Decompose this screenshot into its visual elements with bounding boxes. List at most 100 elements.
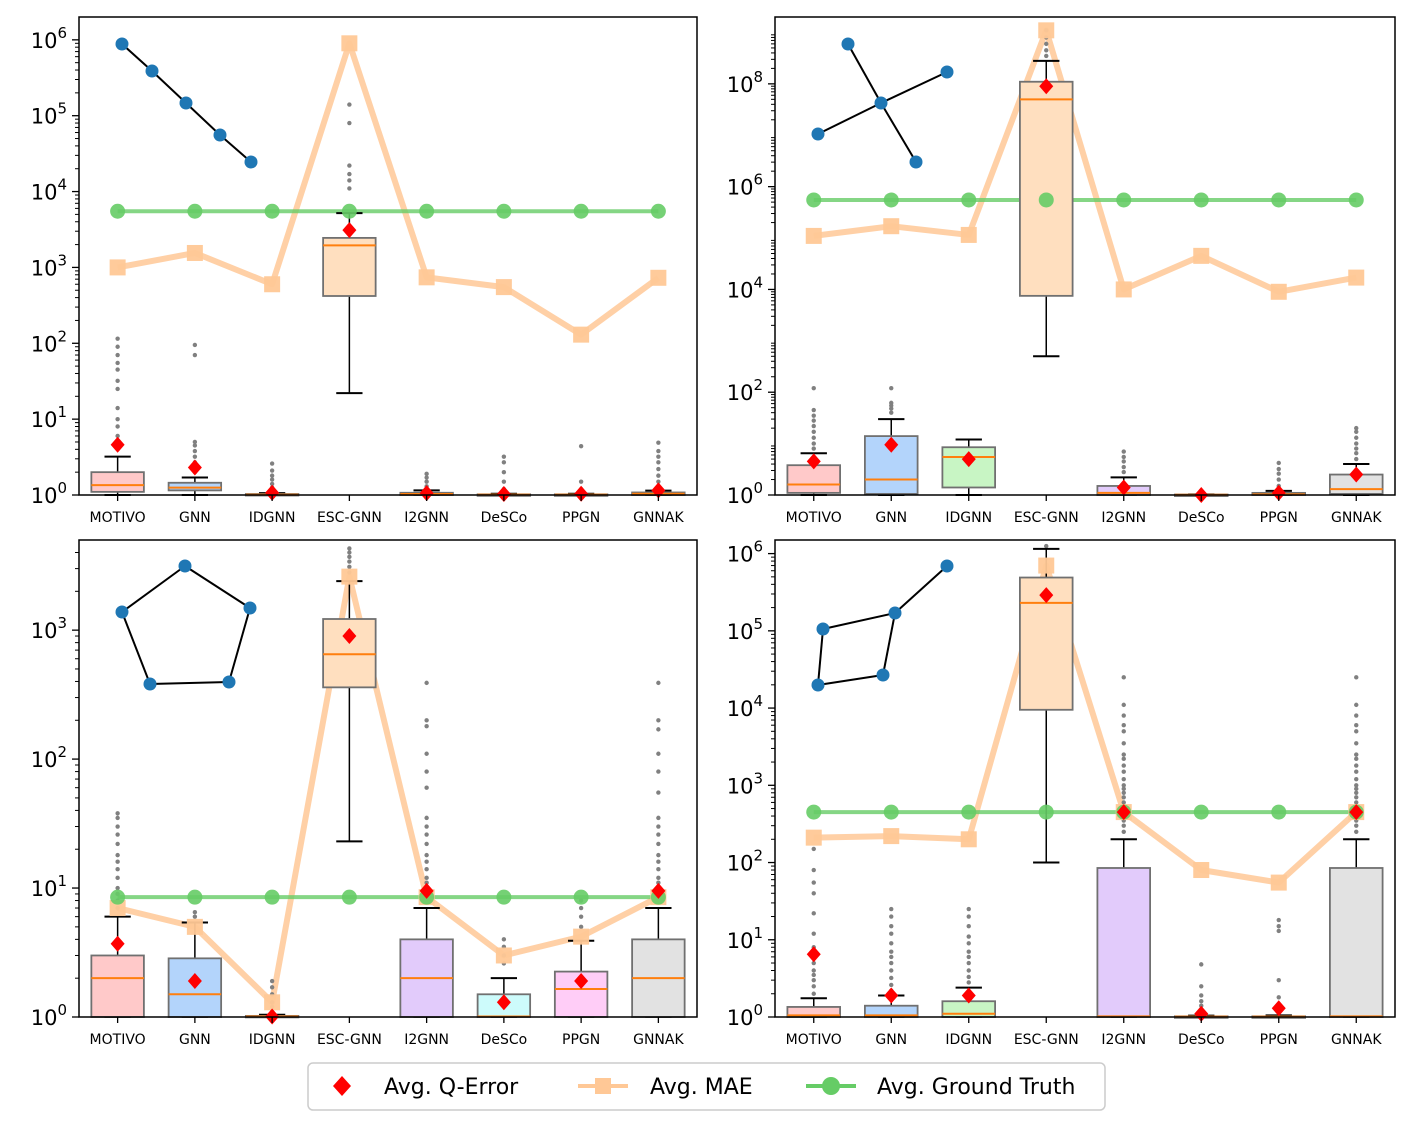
outlier-point [811, 407, 816, 413]
outlier-point [889, 906, 894, 912]
outlier-point [1199, 962, 1204, 967]
box-ESC-GNN [1019, 28, 1074, 358]
q-error-marker [806, 946, 821, 963]
outlier-point [811, 846, 816, 852]
outlier-point [424, 841, 429, 847]
outlier-point [424, 867, 429, 872]
outlier-point [347, 554, 352, 560]
motif-node [816, 622, 830, 636]
outlier-point [1199, 1003, 1204, 1008]
outlier-point [1354, 446, 1359, 451]
outlier-point [1354, 763, 1359, 768]
outlier-point [115, 416, 120, 422]
outlier-point [1199, 999, 1204, 1004]
mae-marker [805, 227, 822, 244]
outlier-point [811, 968, 816, 973]
outlier-point [1121, 763, 1126, 768]
outlier-point [811, 423, 816, 429]
mae-marker [186, 244, 203, 261]
outlier-point [1121, 783, 1126, 788]
outlier-point [811, 880, 816, 885]
outlier-point [1354, 776, 1359, 782]
motif-edge [149, 681, 230, 685]
outlier-point [115, 875, 120, 881]
outlier-point [1354, 441, 1359, 446]
outlier-point [811, 984, 816, 989]
outlier-point [1121, 790, 1126, 795]
outlier-point [347, 163, 352, 168]
y-tick-label: 102 [727, 376, 763, 405]
outlier-point [578, 479, 584, 484]
outlier-point [424, 479, 429, 484]
x-tick-label-IDGNN: IDGNN [249, 510, 296, 526]
mae-marker [883, 828, 900, 845]
outlier-point [889, 941, 894, 946]
ground-truth-marker [496, 203, 512, 219]
box-I2GNN [399, 680, 454, 1018]
x-tick-label-ESC-GNN: ESC-GNN [1014, 510, 1079, 526]
mae-marker [264, 994, 281, 1011]
ground-truth-marker [806, 804, 822, 820]
outlier-point [115, 811, 120, 816]
x-tick-label-I2GNN: I2GNN [404, 1032, 449, 1048]
y-tick-label: 103 [727, 769, 763, 798]
outlier-point [115, 867, 120, 872]
q-error-marker [961, 987, 976, 1004]
mae-marker [960, 831, 977, 848]
outlier-point [1044, 543, 1049, 549]
q-error-marker [884, 987, 899, 1004]
outlier-point [115, 815, 120, 821]
y-tick-label: 104 [727, 273, 763, 302]
ground-truth-marker [573, 889, 589, 905]
q-error-marker [110, 436, 125, 453]
mae-marker [109, 900, 126, 917]
y-tick-label: 106 [31, 24, 67, 53]
outlier-point [889, 410, 894, 415]
q-error-marker [265, 484, 280, 501]
outlier-point [1354, 425, 1359, 431]
outlier-point [1121, 454, 1126, 460]
ground-truth-marker [961, 804, 977, 820]
ground-truth-marker [1348, 192, 1364, 208]
outlier-point [1276, 923, 1281, 929]
outlier-point [578, 914, 584, 919]
outlier-point [656, 718, 661, 723]
outlier-point [889, 975, 894, 981]
outlier-point [115, 841, 120, 847]
outlier-point [1121, 800, 1126, 805]
x-tick-label-MOTIVO: MOTIVO [786, 510, 842, 526]
motif-node [940, 559, 954, 573]
legend-ground-truth-marker [822, 1077, 840, 1095]
outlier-point [347, 559, 352, 564]
outlier-point [966, 906, 971, 912]
outlier-point [1354, 675, 1359, 680]
outlier-point [811, 385, 816, 391]
outlier-point [1121, 723, 1126, 728]
outlier-point [889, 923, 894, 929]
outlier-point [889, 968, 894, 973]
x-tick-label-PPGN: PPGN [562, 510, 600, 526]
box-body [90, 471, 145, 493]
outlier-point [115, 386, 120, 392]
outlier-point [1121, 795, 1126, 800]
outlier-point [347, 178, 352, 183]
y-tick-label: 103 [31, 614, 67, 643]
outlier-point [889, 960, 894, 966]
mae-series-line [813, 562, 1359, 886]
outlier-point [656, 852, 661, 858]
mae-marker [805, 829, 822, 846]
motif-edge [817, 674, 884, 686]
motif-edge [822, 612, 896, 630]
x-tick-label-GNN: GNN [875, 1032, 907, 1048]
axes-frame [78, 16, 698, 496]
mae-marker [418, 269, 435, 286]
box-body [1329, 867, 1384, 1018]
outlier-point [192, 439, 198, 445]
outlier-point [115, 832, 120, 837]
outlier-point [656, 448, 661, 454]
outlier-point [424, 815, 429, 821]
outlier-point [1354, 829, 1359, 834]
legend-mae-marker [595, 1078, 611, 1094]
x-tick-label-DeSCo: DeSCo [481, 510, 528, 526]
motif-node [876, 668, 890, 682]
